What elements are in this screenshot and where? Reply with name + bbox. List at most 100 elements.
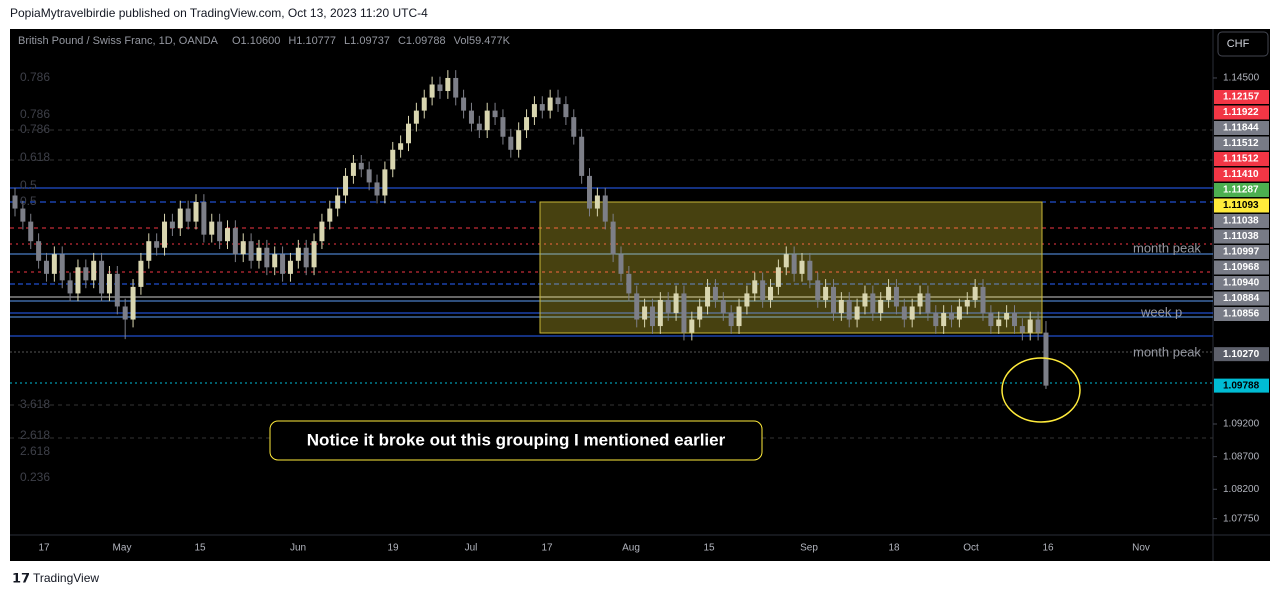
candle-body bbox=[75, 267, 81, 294]
candle-body bbox=[36, 241, 42, 261]
candle-body bbox=[728, 313, 734, 327]
candle-body bbox=[933, 313, 939, 327]
candle-body bbox=[956, 306, 962, 320]
candle-body bbox=[319, 221, 325, 242]
candle-body bbox=[665, 299, 671, 314]
candle-body bbox=[775, 267, 781, 287]
legend-item: Vol59.477K bbox=[454, 35, 511, 47]
currency-button[interactable] bbox=[1217, 31, 1269, 57]
candle-body bbox=[335, 195, 341, 209]
candle-body bbox=[295, 247, 301, 261]
candle-body bbox=[374, 182, 380, 196]
levels bbox=[10, 129, 1213, 439]
y-tick-label: 1.08200 bbox=[1223, 484, 1260, 495]
candle-body bbox=[697, 306, 703, 320]
candle-body bbox=[453, 77, 459, 98]
fib-label: 0.236 bbox=[20, 470, 50, 484]
candle-body bbox=[720, 299, 726, 314]
candle-body bbox=[201, 202, 207, 235]
price-label-box bbox=[1214, 105, 1269, 120]
candle-body bbox=[657, 299, 663, 327]
x-tick-label: Aug bbox=[622, 543, 640, 554]
candle-body bbox=[193, 202, 199, 222]
candle-body bbox=[59, 254, 65, 281]
price-label: 1.11038 bbox=[1223, 231, 1259, 242]
price-label: 1.11512 bbox=[1223, 138, 1259, 149]
candle-body bbox=[1043, 332, 1049, 386]
candle-body bbox=[587, 175, 593, 209]
x-tick-label: 17 bbox=[38, 543, 50, 554]
candle-body bbox=[846, 299, 852, 320]
candle-body bbox=[1019, 326, 1025, 333]
brand: TradingView bbox=[33, 571, 99, 585]
price-label: 1.11512 bbox=[1223, 154, 1259, 165]
price-label-box bbox=[1214, 307, 1269, 321]
price-label-box bbox=[1214, 136, 1269, 151]
candle-body bbox=[689, 319, 695, 333]
candle-body bbox=[461, 97, 467, 111]
x-tick-label: Jul bbox=[465, 543, 478, 554]
candle-body bbox=[1004, 313, 1010, 320]
price-label-box bbox=[1214, 183, 1269, 197]
candle-body bbox=[169, 221, 175, 229]
x-tick-label: Sep bbox=[800, 543, 818, 554]
candle-body bbox=[878, 299, 884, 314]
price-label-box bbox=[1214, 198, 1269, 213]
candle-body bbox=[886, 286, 892, 300]
candle-body bbox=[791, 254, 797, 274]
candle-body bbox=[146, 241, 152, 261]
price-label-box bbox=[1214, 245, 1269, 259]
x-tick-label: 17 bbox=[541, 543, 553, 554]
candle-body bbox=[437, 84, 443, 92]
legend-item: C1.09788 bbox=[398, 35, 446, 47]
price-label: 1.11922 bbox=[1223, 107, 1259, 118]
candle-body bbox=[815, 280, 821, 300]
candle-body bbox=[232, 228, 238, 255]
candle-body bbox=[516, 130, 522, 150]
candle-body bbox=[712, 286, 718, 300]
legend-item: H1.10777 bbox=[288, 35, 336, 47]
candle-body bbox=[941, 313, 947, 327]
candle-body bbox=[626, 273, 632, 294]
candle-body bbox=[555, 97, 561, 105]
level-label: month peak bbox=[1133, 240, 1201, 255]
candle-body bbox=[106, 273, 112, 294]
candle-body bbox=[547, 97, 553, 111]
candle-body bbox=[1011, 313, 1017, 327]
candle-body bbox=[1027, 319, 1033, 333]
candle-body bbox=[51, 254, 57, 274]
candle-body bbox=[681, 293, 687, 333]
candle-body bbox=[130, 286, 136, 320]
price-label-box bbox=[1214, 347, 1269, 362]
candle-body bbox=[20, 208, 26, 222]
candle-body bbox=[476, 123, 482, 131]
fib-label: 0.786 bbox=[20, 70, 50, 84]
candle-body bbox=[901, 306, 907, 320]
ohlc-legend: O1.10600 H1.10777 L1.09737 C1.09788 Vol59.47… bbox=[232, 35, 511, 47]
candle-body bbox=[445, 77, 451, 92]
candle-body bbox=[642, 306, 648, 320]
candle-body bbox=[224, 228, 230, 242]
candle-body bbox=[287, 260, 293, 274]
price-label: 1.11844 bbox=[1223, 123, 1259, 134]
candle-body bbox=[67, 280, 73, 294]
logo-mark: 𝟭𝟳 bbox=[12, 570, 30, 585]
publisher: PopiaMytravelbirdie published on Trading… bbox=[10, 6, 428, 20]
fib-label: 3.618 bbox=[20, 397, 50, 411]
price-label-box bbox=[1214, 378, 1269, 393]
candle-body bbox=[579, 136, 585, 176]
currency-label[interactable]: CHF bbox=[1227, 38, 1250, 50]
candle-body bbox=[744, 293, 750, 307]
price-label-box bbox=[1214, 152, 1269, 166]
fib-label: 0.5 bbox=[20, 194, 37, 208]
price-label: 1.09788 bbox=[1223, 380, 1260, 391]
legend-item: L1.09737 bbox=[344, 35, 390, 47]
candle-body bbox=[988, 313, 994, 327]
fib-label: 2.618 bbox=[20, 428, 50, 442]
candle-body bbox=[492, 110, 498, 118]
price-label: 1.11093 bbox=[1223, 200, 1259, 211]
candle-body bbox=[893, 286, 899, 307]
candle-body bbox=[280, 254, 286, 274]
candle-body bbox=[972, 286, 978, 300]
x-tick-label: May bbox=[113, 543, 132, 554]
